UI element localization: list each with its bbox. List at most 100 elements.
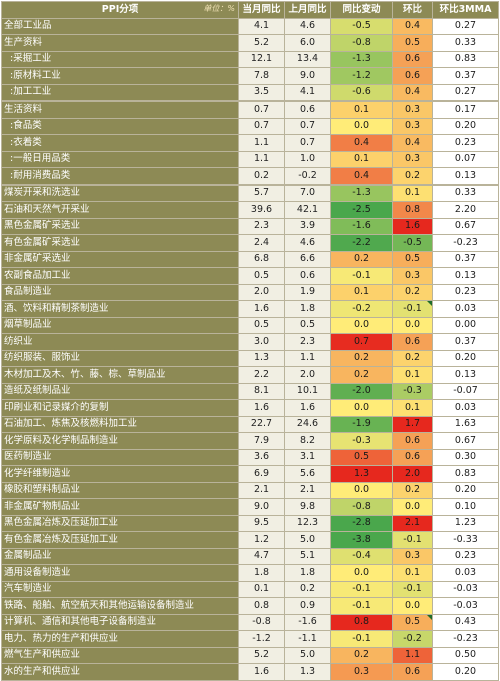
mom-3mma-cell: 0.30 (432, 448, 499, 466)
prev-yoy-cell: 9.8 (284, 498, 331, 516)
current-yoy-cell: 1.1 (238, 134, 285, 152)
current-yoy-cell: 5.2 (238, 34, 285, 52)
row-name-cell: 黑色金属冶炼及压延加工业 (1, 514, 239, 532)
mom-3mma-cell: 0.37 (432, 67, 499, 85)
mom-3mma-cell: 1.63 (432, 415, 499, 433)
mom-3mma-cell: -0.33 (432, 531, 499, 549)
table-row: 纺织服装、服饰业 1.3 1.1 0.2 0.2 0.20 (1, 349, 499, 367)
yoy-change-cell: 0.1 (330, 283, 393, 301)
prev-yoy-cell: 0.6 (284, 267, 331, 285)
mom-3mma-cell: 0.20 (432, 349, 499, 367)
row-name-cell: :一般日用品类 (1, 150, 239, 168)
table-row: 计算机、通信和其他电子设备制造业 -0.8 -1.6 0.8 0.5 0.43 (1, 613, 499, 631)
current-yoy-cell: 39.6 (238, 201, 285, 219)
yoy-change-cell: 0.7 (330, 333, 393, 351)
table-row: 木材加工及木、竹、藤、棕、草制品业 2.2 2.0 0.2 0.1 0.13 (1, 366, 499, 384)
prev-yoy-cell: 9.0 (284, 67, 331, 85)
prev-yoy-cell: 24.6 (284, 415, 331, 433)
yoy-change-cell: 0.3 (330, 663, 393, 681)
current-yoy-cell: -0.8 (238, 613, 285, 631)
yoy-change-cell: 0.4 (330, 167, 393, 185)
table-row: 化学原料及化学制品制造业 7.9 8.2 -0.3 0.6 0.67 (1, 432, 499, 450)
yoy-change-cell: 1.3 (330, 465, 393, 483)
yoy-change-cell: -2.2 (330, 234, 393, 252)
current-yoy-cell: 2.1 (238, 481, 285, 499)
table-row: 黑色金属冶炼及压延加工业 9.5 12.3 -2.8 2.1 1.23 (1, 514, 499, 532)
mom-cell: 0.2 (392, 481, 433, 499)
current-yoy-cell: 7.8 (238, 67, 285, 85)
current-yoy-cell: 4.7 (238, 547, 285, 565)
row-name-cell: 全部工业品 (1, 17, 239, 35)
mom-cell: 0.0 (392, 498, 433, 516)
header-unit: 单位：% (203, 4, 235, 13)
mom-3mma-cell: -0.03 (432, 580, 499, 598)
table-row: 酒、饮料和精制茶制造业 1.6 1.8 -0.2 -0.1 0.03 (1, 300, 499, 318)
table-row: 水的生产和供应业 1.6 1.3 0.3 0.6 0.20 (1, 663, 499, 681)
mom-3mma-cell: -0.23 (432, 630, 499, 648)
yoy-change-cell: -0.6 (330, 83, 393, 102)
current-yoy-cell: 7.9 (238, 432, 285, 450)
row-name-cell: 化学原料及化学制品制造业 (1, 432, 239, 450)
table-row: :食品类 0.7 0.7 0.0 0.3 0.20 (1, 117, 499, 135)
row-name-cell: 纺织服装、服饰业 (1, 349, 239, 367)
prev-yoy-cell: 3.1 (284, 448, 331, 466)
table-row: :衣着类 1.1 0.7 0.4 0.4 0.23 (1, 134, 499, 152)
table-body: 全部工业品 4.1 4.6 -0.5 0.4 0.27 生产资料 5.2 6.0 -0.8 0.5 0… (1, 17, 499, 681)
yoy-change-cell: -0.1 (330, 580, 393, 598)
current-yoy-cell: 5.7 (238, 183, 285, 202)
yoy-change-cell: -1.6 (330, 217, 393, 235)
current-yoy-cell: 1.1 (238, 150, 285, 168)
mom-3mma-cell: -0.23 (432, 234, 499, 252)
mom-cell: -0.1 (392, 580, 433, 598)
current-yoy-cell: 1.6 (238, 399, 285, 417)
prev-yoy-cell: 0.2 (284, 580, 331, 598)
yoy-change-cell: -0.1 (330, 267, 393, 285)
mom-cell: 0.4 (392, 134, 433, 152)
mom-3mma-cell: 0.50 (432, 646, 499, 664)
mom-cell: 0.2 (392, 283, 433, 301)
mom-3mma-cell: 0.13 (432, 167, 499, 185)
current-yoy-cell: 5.2 (238, 646, 285, 664)
yoy-change-cell: 0.1 (330, 150, 393, 168)
yoy-change-cell: -1.3 (330, 183, 393, 202)
mom-3mma-cell: -0.07 (432, 382, 499, 400)
yoy-change-cell: -0.8 (330, 34, 393, 52)
mom-3mma-cell: -0.03 (432, 597, 499, 615)
row-name-cell: 有色金属冶炼及压延加工业 (1, 531, 239, 549)
yoy-change-cell: -0.1 (330, 630, 393, 648)
prev-yoy-cell: 4.6 (284, 17, 331, 35)
header-yoy-change: 同比变动 (330, 1, 393, 19)
table-row: 燃气生产和供应业 5.2 5.0 0.2 1.1 0.50 (1, 646, 499, 664)
mom-3mma-cell: 2.20 (432, 201, 499, 219)
mom-3mma-cell: 0.83 (432, 465, 499, 483)
mom-3mma-cell: 0.20 (432, 481, 499, 499)
table-row: :加工工业 3.5 4.1 -0.6 0.4 0.27 (1, 83, 499, 102)
current-yoy-cell: 9.0 (238, 498, 285, 516)
current-yoy-cell: 6.9 (238, 465, 285, 483)
row-name-cell: 木材加工及木、竹、藤、棕、草制品业 (1, 366, 239, 384)
row-name-cell: 非金属矿采选业 (1, 250, 239, 268)
mom-cell: 1.7 (392, 415, 433, 433)
table-row: 烟草制品业 0.5 0.5 0.0 0.0 0.00 (1, 316, 499, 334)
yoy-change-cell: 0.0 (330, 117, 393, 135)
mom-3mma-cell: 0.23 (432, 283, 499, 301)
mom-cell: 0.3 (392, 117, 433, 135)
table-row: 生产资料 5.2 6.0 -0.8 0.5 0.33 (1, 34, 499, 52)
cell-marker-icon (427, 301, 432, 306)
table-row: 汽车制造业 0.1 0.2 -0.1 -0.1 -0.03 (1, 580, 499, 598)
row-name-cell: 纺织业 (1, 333, 239, 351)
mom-cell: 0.4 (392, 17, 433, 35)
table-row: 金属制品业 4.7 5.1 -0.4 0.3 0.23 (1, 547, 499, 565)
yoy-change-cell: -1.9 (330, 415, 393, 433)
table-row: 橡胶和塑料制品业 2.1 2.1 0.0 0.2 0.20 (1, 481, 499, 499)
yoy-change-cell: 0.8 (330, 613, 393, 631)
prev-yoy-cell: 12.3 (284, 514, 331, 532)
row-name-cell: 汽车制造业 (1, 580, 239, 598)
row-name-cell: 生活资料 (1, 100, 239, 119)
table-row: 非金属矿物制品业 9.0 9.8 -0.8 0.0 0.10 (1, 498, 499, 516)
yoy-change-cell: 0.0 (330, 564, 393, 582)
current-yoy-cell: 1.8 (238, 564, 285, 582)
yoy-change-cell: -1.3 (330, 50, 393, 68)
prev-yoy-cell: 10.1 (284, 382, 331, 400)
yoy-change-cell: 0.5 (330, 448, 393, 466)
